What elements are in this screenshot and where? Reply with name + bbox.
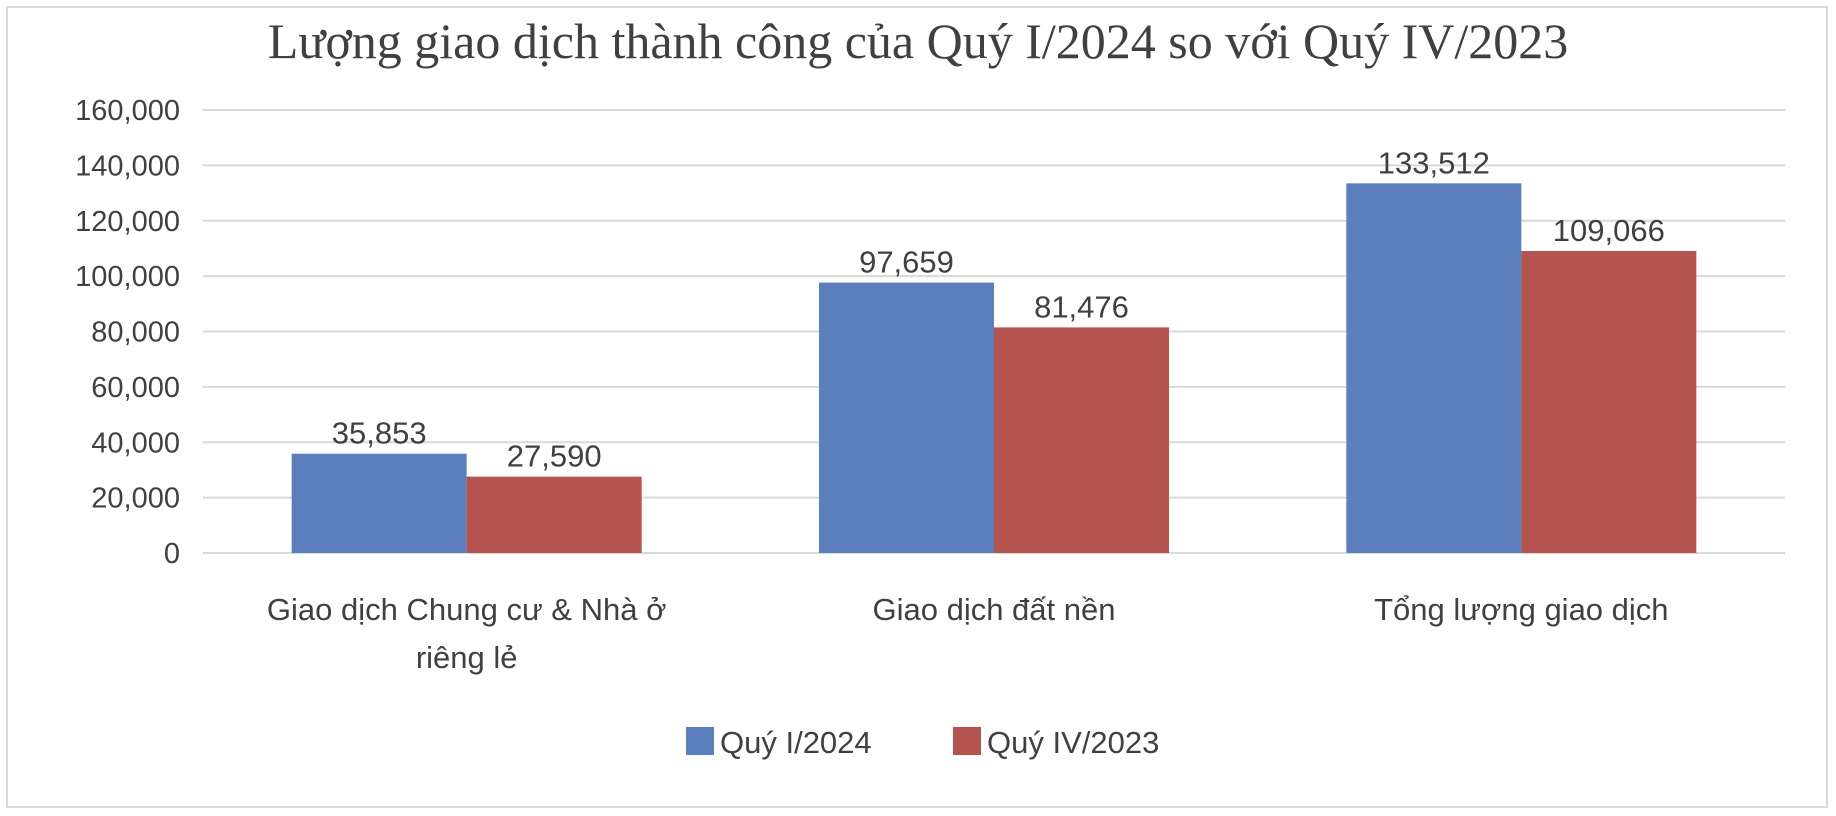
y-tick-label: 100,000 [75,261,180,293]
legend-swatch [953,727,981,755]
bar [1521,251,1697,554]
x-axis: Giao dịch Chung cư & Nhà ở riêng lẻ Giao d… [267,592,1669,675]
bar [1346,183,1522,553]
data-label: 27,590 [507,439,602,474]
data-label: 133,512 [1378,145,1490,180]
category-label: Tổng lượng giao dịch [1374,592,1668,627]
y-axis: 0 20,000 40,000 60,000 80,000 100,000 120,000 1… [75,95,180,570]
bar [466,476,642,553]
chart-title: Lượng giao dịch thành công của Quý I/202… [267,13,1569,69]
y-tick-label: 120,000 [75,206,180,238]
category-label: riêng lẻ [416,640,518,675]
data-label: 81,476 [1034,289,1129,324]
y-tick-label: 60,000 [91,372,180,404]
y-tick-label: 160,000 [75,95,180,127]
y-tick-label: 40,000 [91,427,180,459]
legend-label: Quý I/2024 [720,725,872,760]
data-label: 97,659 [859,245,954,280]
data-label: 35,853 [332,416,427,451]
bar [291,453,467,553]
y-tick-label: 0 [164,538,180,570]
category-label: Giao dịch Chung cư & Nhà ở [267,592,667,627]
y-tick-label: 140,000 [75,150,180,182]
data-labels: 35,853 27,590 97,659 81,476 133,512 109,066 [332,145,1665,473]
bar [994,327,1169,553]
data-label: 109,066 [1553,213,1665,248]
bars [291,183,1697,554]
legend: Quý I/2024 Quý IV/2023 [686,725,1159,760]
legend-swatch [686,727,714,755]
y-tick-label: 80,000 [91,317,180,349]
legend-label: Quý IV/2023 [987,725,1159,760]
category-label: Giao dịch đất nền [872,592,1115,627]
y-tick-label: 20,000 [91,483,180,515]
bar [819,282,994,553]
